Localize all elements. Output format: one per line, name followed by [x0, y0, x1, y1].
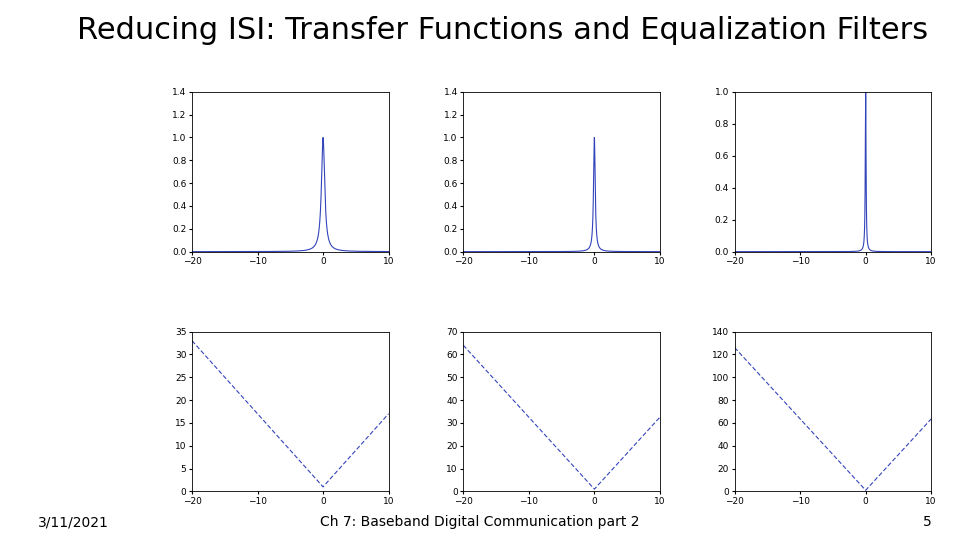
Text: Reducing ISI: Transfer Functions and Equalization Filters: Reducing ISI: Transfer Functions and Equ…	[77, 16, 928, 45]
Text: 3/11/2021: 3/11/2021	[38, 515, 109, 529]
Text: 5: 5	[923, 515, 931, 529]
Text: Ch 7: Baseband Digital Communication part 2: Ch 7: Baseband Digital Communication par…	[321, 515, 639, 529]
